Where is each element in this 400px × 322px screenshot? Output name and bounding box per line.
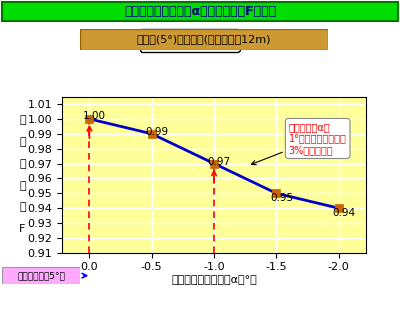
- Text: 1.00: 1.00: [83, 111, 106, 121]
- Text: 0.94: 0.94: [332, 208, 356, 218]
- Line: 設計震度 0.25: 設計震度 0.25: [85, 115, 343, 212]
- 設計震度 0.25: [274, 191, 279, 195]
- Text: 斜底面(5°)ケーソン(設置水深－12m): 斜底面(5°)ケーソン(設置水深－12m): [137, 34, 271, 44]
- Text: 底面傾斜角αが
1°下がると安全率は
3%低下する。: 底面傾斜角αが 1°下がると安全率は 3%低下する。: [251, 122, 347, 165]
- Text: 安: 安: [19, 159, 26, 169]
- Text: （底面傾斜角5°）: （底面傾斜角5°）: [17, 271, 65, 280]
- Text: 全: 全: [19, 181, 26, 191]
- 設計震度 0.25: [336, 206, 341, 210]
- FancyBboxPatch shape: [2, 2, 398, 21]
- Text: 滑: 滑: [19, 115, 26, 125]
- Text: 率: 率: [19, 203, 26, 213]
- Text: 0.97: 0.97: [208, 157, 231, 167]
- X-axis label: 底面傾斜角の変化量α（°）: 底面傾斜角の変化量α（°）: [171, 275, 257, 285]
- Text: 0.95: 0.95: [270, 193, 293, 203]
- Text: F: F: [19, 224, 26, 234]
- Text: 動: 動: [19, 137, 26, 147]
- 設計震度 0.25: [149, 132, 154, 136]
- Text: 底面傾斜角の変化量αと滑動安全率Fの関係: 底面傾斜角の変化量αと滑動安全率Fの関係: [124, 5, 276, 18]
- FancyBboxPatch shape: [80, 29, 328, 50]
- FancyBboxPatch shape: [2, 267, 80, 284]
- 設計震度 0.25: [212, 162, 216, 166]
- Legend: 設計震度 0.25: 設計震度 0.25: [140, 29, 240, 52]
- 設計震度 0.25: [87, 117, 92, 121]
- Text: 0.99: 0.99: [146, 127, 169, 137]
